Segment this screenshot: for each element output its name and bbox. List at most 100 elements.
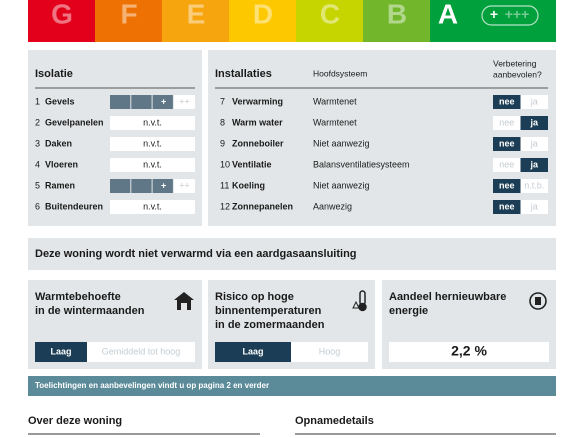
advice-option-box [520, 179, 548, 193]
thermometer-icon [352, 290, 367, 312]
advice-option-box [493, 179, 521, 193]
banner: Deze woning wordt niet verwarmd via een … [35, 248, 357, 260]
row-number: 11 [220, 180, 229, 190]
advice-header: aanbevolen? [493, 69, 542, 79]
icons [174, 290, 547, 312]
house-icon [174, 292, 194, 310]
section-title: Opnamedetails [295, 415, 374, 427]
plus-pill [481, 5, 539, 26]
card-title: Aandeel hernieuwbare [389, 291, 506, 303]
row-system: Aanwezig [313, 201, 352, 211]
rating-segment [131, 95, 152, 109]
plus-active: + [490, 6, 498, 22]
row-name: Warm water [232, 117, 283, 127]
rating-next: ++ [179, 96, 190, 106]
row-name: Ramen [45, 180, 75, 190]
rating-segment [110, 95, 131, 109]
row-number: 7 [220, 96, 225, 106]
row-system: Niet aanwezig [313, 180, 370, 190]
row-name: Zonnepanelen [232, 201, 293, 211]
advice-option-box [520, 95, 548, 109]
row-number: 1 [35, 96, 40, 106]
label-letter: C [320, 0, 340, 29]
label-letter: D [253, 0, 273, 29]
value: n.v.t. [143, 117, 162, 127]
row-system: Warmtenet [313, 96, 357, 106]
advice-option-box [493, 116, 521, 130]
note-bar [28, 376, 556, 396]
isolatie-title: Isolatie [35, 68, 73, 80]
row-name: Koeling [232, 180, 265, 190]
value-box [110, 116, 195, 130]
card-title: Risico op hoge [215, 291, 294, 303]
advice-option: nee [499, 96, 515, 106]
advice-option: nee [499, 201, 515, 211]
advice-option: ja [530, 138, 538, 148]
advice-option-box [493, 200, 521, 214]
rating-segment [174, 95, 195, 109]
row-name: Verwarming [232, 96, 283, 106]
advice-option-box [520, 200, 548, 214]
card-title: binnentemperaturen [215, 305, 322, 317]
row-name: Buitendeuren [45, 201, 103, 211]
row-number: 9 [220, 138, 225, 148]
installaties-title: Installaties [215, 68, 272, 80]
advice-option: n.t.b. [524, 180, 544, 190]
row-system: Warmtenet [313, 117, 357, 127]
advice-option-box [493, 137, 521, 151]
rating-segment [152, 95, 173, 109]
value-box [110, 158, 195, 172]
row-number: 2 [35, 117, 40, 127]
rating-segment [131, 179, 152, 193]
value-box [389, 342, 549, 362]
label-class [363, 0, 439, 42]
advice-header: Verbetering [493, 58, 537, 68]
row-name: Daken [45, 138, 72, 148]
label-letter: F [120, 0, 137, 29]
level-box [87, 342, 195, 362]
row-number: 4 [35, 159, 40, 169]
label-class [229, 0, 305, 42]
banner-panel [28, 238, 556, 270]
card-title: energie [389, 305, 428, 317]
level-option: Hoog [319, 346, 341, 356]
advice-option: nee [499, 117, 514, 127]
row-name: Vloeren [45, 159, 78, 169]
label-class [28, 0, 104, 42]
row-name: Zonneboiler [232, 138, 284, 148]
renewable-icon [529, 292, 547, 310]
advice-option: ja [530, 96, 538, 106]
row-number: 10 [220, 159, 230, 169]
level-box [291, 342, 368, 362]
value: n.v.t. [143, 159, 162, 169]
level-option: Gemiddeld tot hoog [102, 346, 181, 356]
label-letter: B [387, 0, 407, 29]
row-system: Niet aanwezig [313, 138, 370, 148]
label-letter: G [51, 0, 73, 29]
level-box [215, 342, 291, 362]
label-class [296, 0, 372, 42]
advice-option: nee [499, 159, 514, 169]
value-box [110, 200, 195, 214]
section-title: Over deze woning [28, 415, 122, 427]
value: n.v.t. [143, 138, 162, 148]
advice-option-box [520, 137, 548, 151]
advice-option: nee [499, 138, 515, 148]
rating-active: + [161, 180, 166, 190]
row-name: Gevelpanelen [45, 117, 104, 127]
row-name: Ventilatie [232, 159, 272, 169]
row-number: 5 [35, 180, 40, 190]
row-number: 8 [220, 117, 225, 127]
value: n.v.t. [143, 201, 162, 211]
note: Toelichtingen en aanbevelingen vindt u o… [35, 381, 269, 390]
rating-segment [110, 179, 131, 193]
card-title: in de wintermaanden [35, 305, 145, 317]
card-title: Warmtebehoefte [35, 291, 121, 303]
renewable-share: 2,2 % [451, 343, 487, 359]
advice-option: nee [499, 180, 515, 190]
advice-option: ja [530, 201, 538, 211]
advice-option-box [520, 158, 548, 172]
rating-segment [152, 179, 173, 193]
plus-inactive: +++ [505, 6, 530, 22]
